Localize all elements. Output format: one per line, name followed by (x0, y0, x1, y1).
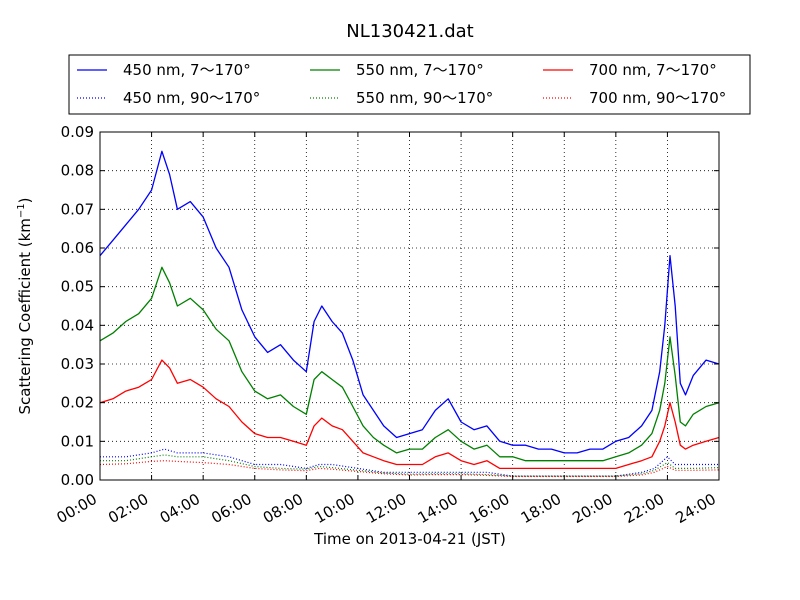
x-tick-label: 08:00 (260, 490, 306, 527)
series-line (99, 266, 720, 462)
x-tick-label: 06:00 (208, 490, 254, 527)
grid (100, 132, 719, 480)
x-tick-label: 10:00 (311, 490, 357, 527)
x-tick-label: 24:00 (673, 490, 719, 527)
x-tick-label: 12:00 (363, 490, 409, 527)
y-axis-label-prefix: Scattering Coefficient (km (16, 218, 34, 414)
x-tick-label: 16:00 (466, 490, 512, 527)
legend-label: 550 nm, 7～170° (356, 61, 484, 79)
y-tick-label: 0.00 (61, 471, 94, 489)
y-tick-label: 0.07 (61, 200, 94, 218)
x-tick-label: 04:00 (157, 490, 203, 527)
y-tick-label: 0.06 (61, 239, 94, 257)
series-layer (99, 150, 720, 478)
x-tick-label: 14:00 (415, 490, 461, 527)
x-tick-label: 00:00 (54, 490, 100, 527)
x-axis-label: Time on 2013-04-21 (JST) (313, 530, 506, 548)
y-tick-label: 0.03 (61, 355, 94, 373)
plot-frame (99, 131, 720, 481)
series-line (99, 359, 720, 470)
x-tick-label: 02:00 (105, 490, 151, 527)
x-tick-label: 20:00 (569, 490, 615, 527)
y-tick-label: 0.09 (61, 123, 94, 141)
y-axis-label: Scattering Coefficient (km−1) (16, 197, 34, 414)
y-tick-label: 0.05 (61, 278, 94, 296)
x-tick-label: 18:00 (518, 490, 564, 527)
legend-frame (68, 54, 751, 115)
chart-title: NL130421.dat (346, 21, 473, 42)
legend-label: 700 nm, 90～170° (589, 89, 726, 107)
legend-label: 550 nm, 90～170° (356, 89, 493, 107)
y-tick-label: 0.08 (61, 162, 94, 180)
x-tick-label: 22:00 (621, 490, 667, 527)
legend-label: 450 nm, 90～170° (123, 89, 260, 107)
y-tick-label: 0.04 (61, 316, 94, 334)
y-tick-label: 0.02 (61, 394, 94, 412)
y-axis-label-suffix: ) (16, 197, 34, 203)
legend: 450 nm, 7～170° 550 nm, 7～170° 700 nm, 7～17… (68, 54, 751, 115)
y-tick-label: 0.01 (61, 432, 94, 450)
legend-label: 700 nm, 7～170° (589, 61, 717, 79)
legend-label: 450 nm, 7～170° (123, 61, 251, 79)
series-line (99, 150, 720, 454)
y-axis-label-sup: −1 (16, 203, 27, 218)
